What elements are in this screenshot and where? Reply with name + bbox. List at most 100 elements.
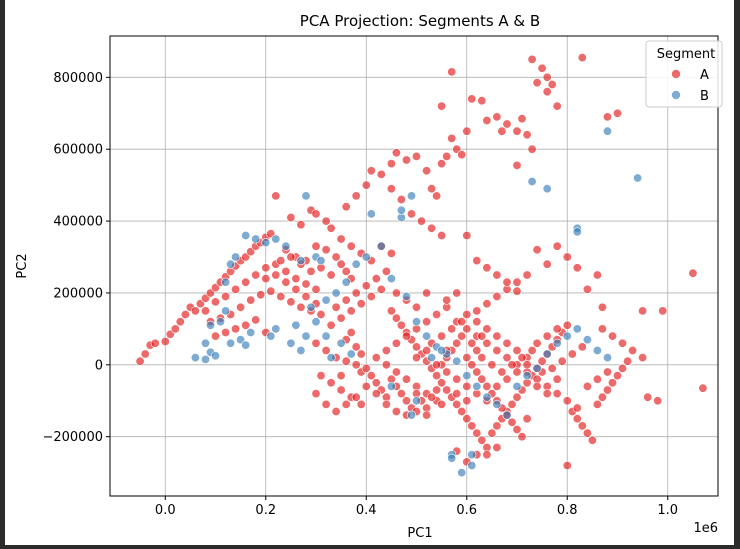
data-point-b: [221, 306, 231, 316]
y-tick-label: 0: [95, 358, 103, 373]
data-point-a: [396, 389, 406, 399]
data-point-a: [462, 309, 472, 319]
plot-area-frame: [109, 35, 719, 497]
data-point-a: [336, 313, 346, 323]
data-point-a: [638, 353, 648, 363]
data-point-a: [356, 349, 366, 359]
data-point-a: [597, 324, 607, 334]
data-point-a: [617, 338, 627, 348]
data-point-a: [537, 356, 547, 366]
data-point-b: [301, 331, 311, 341]
data-point-a: [512, 392, 522, 402]
data-point-a: [422, 345, 432, 355]
data-point-b: [211, 351, 221, 361]
data-point-a: [321, 245, 331, 255]
data-point-a: [522, 360, 532, 370]
data-point-a: [482, 450, 492, 460]
data-point-a: [512, 286, 522, 296]
data-point-a: [597, 392, 607, 402]
data-point-a: [602, 385, 612, 395]
data-point-a: [201, 306, 211, 316]
data-point-a: [321, 216, 331, 226]
data-point-a: [281, 277, 291, 287]
data-point-a: [311, 284, 321, 294]
data-point-a: [462, 414, 472, 424]
data-point-a: [351, 191, 361, 201]
data-point-a: [592, 270, 602, 280]
data-point-a: [492, 112, 502, 122]
data-point-a: [180, 309, 190, 319]
data-point-a: [537, 63, 547, 73]
data-point-a: [447, 324, 457, 334]
data-point-a: [411, 302, 421, 312]
data-point-a: [366, 166, 376, 176]
data-point-a: [482, 116, 492, 126]
data-point-a: [602, 112, 612, 122]
data-point-a: [527, 144, 537, 154]
data-point-a: [271, 191, 281, 201]
data-point-a: [346, 327, 356, 337]
data-point-a: [547, 363, 557, 373]
data-point-a: [396, 320, 406, 330]
data-point-b: [326, 353, 336, 363]
data-point-a: [487, 360, 497, 370]
y-tick-label: 400000: [53, 215, 103, 230]
data-point-b: [492, 399, 502, 409]
data-point-a: [452, 374, 462, 384]
data-point-a: [502, 353, 512, 363]
data-point-a: [462, 353, 472, 363]
data-point-a: [411, 342, 421, 352]
data-point-a: [552, 324, 562, 334]
data-point-a: [321, 399, 331, 409]
data-point-a: [567, 349, 577, 359]
data-point-a: [557, 356, 567, 366]
data-point-a: [246, 295, 256, 305]
data-point-a: [336, 234, 346, 244]
data-point-a: [135, 356, 145, 366]
x-axis-offset-label: 1e6: [693, 521, 718, 536]
data-point-a: [572, 414, 582, 424]
data-point-a: [411, 151, 421, 161]
data-point-a: [427, 184, 437, 194]
data-point-a: [391, 406, 401, 416]
data-point-a: [592, 374, 602, 384]
data-point-a: [331, 406, 341, 416]
data-point-a: [522, 130, 532, 140]
data-point-a: [336, 371, 346, 381]
data-point-a: [482, 263, 492, 273]
data-point-a: [401, 155, 411, 165]
data-point-a: [547, 80, 557, 90]
data-point-a: [562, 460, 572, 470]
data-point-a: [351, 360, 361, 370]
data-point-a: [241, 320, 251, 330]
data-point-a: [542, 87, 552, 97]
data-point-a: [316, 309, 326, 319]
data-point-a: [502, 338, 512, 348]
data-point-a: [381, 266, 391, 276]
data-point-a: [442, 367, 452, 377]
data-point-a: [432, 385, 442, 395]
data-point-a: [447, 133, 457, 143]
data-point-b: [221, 277, 231, 287]
data-point-a: [602, 367, 612, 377]
data-point-a: [507, 399, 517, 409]
data-point-a: [366, 371, 376, 381]
data-point-a: [562, 396, 572, 406]
x-axis-label: PC1: [407, 526, 432, 541]
x-tick-label: 0.4: [356, 503, 377, 518]
data-point-b: [346, 349, 356, 359]
data-point-b: [572, 227, 582, 237]
data-point-a: [507, 360, 517, 370]
data-point-a: [341, 356, 351, 366]
grid-lines: [110, 36, 718, 496]
data-point-a: [527, 54, 537, 64]
legend-marker-b: [671, 90, 681, 100]
data-point-b: [376, 241, 386, 251]
data-point-a: [150, 338, 160, 348]
data-point-a: [582, 284, 592, 294]
data-point-a: [623, 356, 633, 366]
y-tick-label: 800000: [53, 71, 103, 86]
data-point-b: [592, 345, 602, 355]
data-point-a: [422, 410, 432, 420]
data-point-a: [442, 295, 452, 305]
